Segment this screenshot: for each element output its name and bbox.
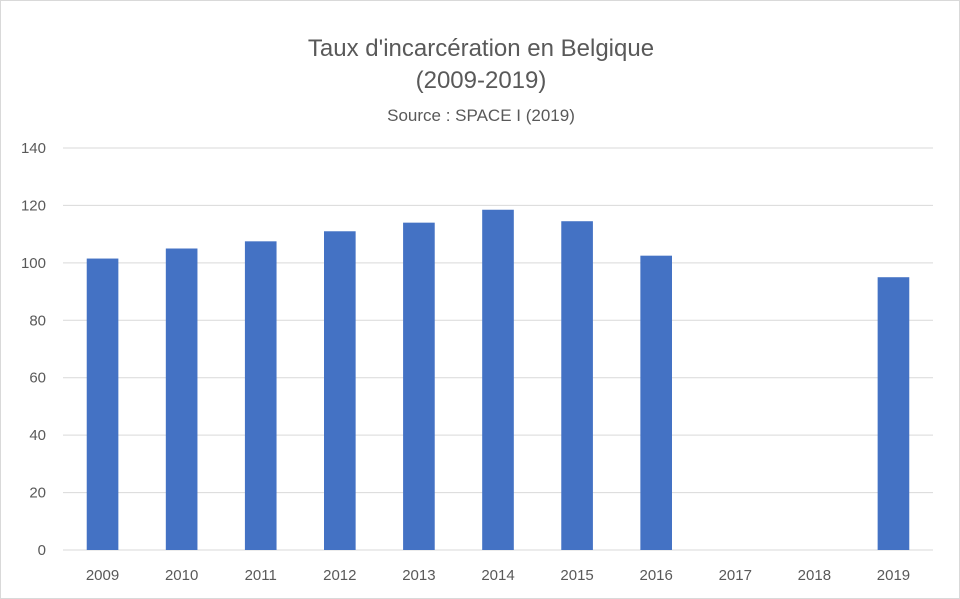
x-tick-label: 2009 <box>86 567 119 584</box>
chart-title-line2: (2009-2019) <box>415 67 547 94</box>
y-axis-ticks: 0 20 40 60 80 100 120 140 <box>21 140 46 559</box>
bar-2019 <box>877 277 910 550</box>
y-tick-label: 80 <box>29 312 46 329</box>
y-tick-label: 140 <box>21 140 46 157</box>
bar-2016 <box>640 255 672 550</box>
bar-2015 <box>561 221 593 550</box>
x-tick-label: 2013 <box>402 567 435 584</box>
bar-2010 <box>165 248 198 550</box>
x-axis-ticks: 2009 2010 2011 2012 2013 2014 2015 2016 2017 2018… <box>86 567 910 584</box>
x-tick-label: 2015 <box>560 567 593 584</box>
x-tick-label: 2018 <box>798 567 831 584</box>
y-tick-label: 0 <box>38 542 46 559</box>
y-tick-label: 100 <box>21 255 46 272</box>
x-tick-label: 2017 <box>719 567 752 584</box>
y-tick-label: 120 <box>21 197 46 214</box>
x-tick-label: 2016 <box>639 567 672 584</box>
x-tick-label: 2011 <box>245 567 277 584</box>
chart-subtitle: Source : SPACE I (2019) <box>387 106 575 125</box>
bar-2011 <box>244 241 277 551</box>
x-tick-label: 2014 <box>481 567 514 584</box>
y-tick-label: 60 <box>29 370 46 387</box>
x-tick-label: 2012 <box>323 567 356 584</box>
y-tick-label: 20 <box>29 485 46 502</box>
chart-title: Taux d'incarcération en Belgique <box>307 35 655 62</box>
bar-2012 <box>324 231 356 550</box>
bar-2009 <box>86 258 119 550</box>
bar-2014 <box>482 209 514 550</box>
bars <box>86 209 910 551</box>
x-tick-label: 2010 <box>165 567 198 584</box>
y-tick-label: 40 <box>29 427 46 444</box>
x-tick-label: 2019 <box>877 567 910 584</box>
bar-2013 <box>403 222 435 550</box>
